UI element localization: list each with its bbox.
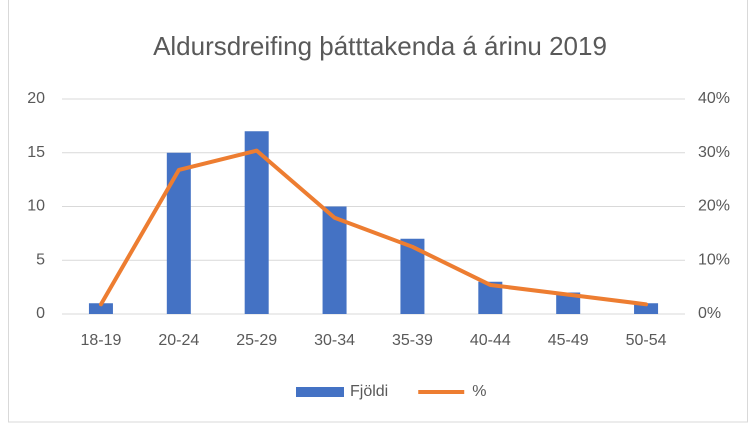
bar bbox=[556, 292, 581, 314]
legend-label: Fjöldi bbox=[350, 383, 388, 400]
x-tick-label: 50-54 bbox=[626, 332, 667, 349]
y2-tick-label: 0% bbox=[698, 305, 721, 322]
x-tick-label: 30-34 bbox=[314, 332, 355, 349]
x-tick-label: 45-49 bbox=[548, 332, 589, 349]
x-tick-label: 18-19 bbox=[80, 332, 121, 349]
y-tick-label: 15 bbox=[27, 144, 45, 161]
bar bbox=[166, 152, 191, 314]
x-tick-label: 20-24 bbox=[158, 332, 199, 349]
bar bbox=[634, 303, 659, 314]
x-tick-label: 35-39 bbox=[392, 332, 433, 349]
y2-tick-label: 10% bbox=[698, 251, 730, 268]
x-tick-label: 25-29 bbox=[236, 332, 277, 349]
legend-label: % bbox=[472, 383, 486, 400]
y2-tick-label: 40% bbox=[698, 90, 730, 107]
bar bbox=[88, 303, 113, 314]
bar bbox=[322, 206, 347, 314]
chart-border bbox=[8, 0, 748, 423]
y-tick-label: 10 bbox=[27, 198, 45, 215]
y2-tick-label: 30% bbox=[698, 144, 730, 161]
legend-swatch bbox=[296, 387, 344, 397]
y-tick-label: 0 bbox=[36, 305, 45, 322]
chart-title: Aldursdreifing þátttakenda á árinu 2019 bbox=[153, 31, 607, 61]
y2-tick-label: 20% bbox=[698, 198, 730, 215]
y-tick-label: 20 bbox=[27, 90, 45, 107]
x-tick-label: 40-44 bbox=[470, 332, 511, 349]
bar bbox=[244, 131, 269, 314]
y-tick-label: 5 bbox=[36, 251, 45, 268]
line bbox=[98, 148, 649, 307]
